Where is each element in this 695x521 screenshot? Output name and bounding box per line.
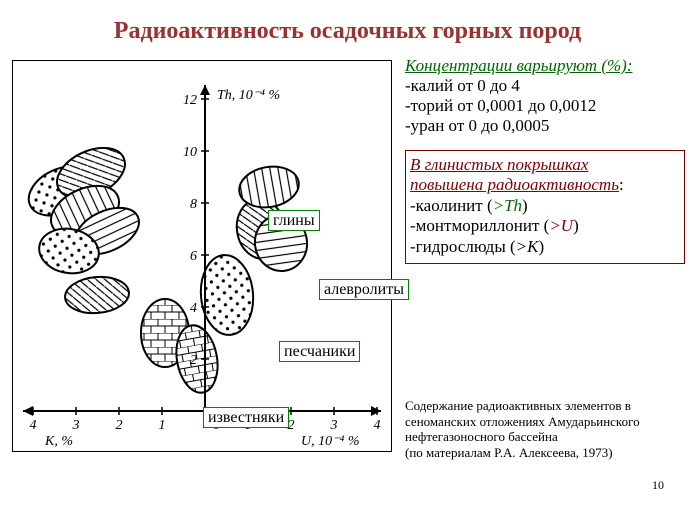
callout-limestone: известняки xyxy=(203,407,289,428)
callout-sandstone: песчаники xyxy=(279,341,360,362)
svg-text:2: 2 xyxy=(190,353,197,368)
radioactivity-line: -монтмориллонит (>U) xyxy=(410,216,680,236)
concentration-block: Концентрации варьируют (%): -калий от 0 … xyxy=(405,56,685,136)
svg-text:8: 8 xyxy=(190,197,197,212)
radioactivity-line: -каолинит (>Th) xyxy=(410,196,680,216)
radioactivity-block: В глинистых покрышках повышена радиоакти… xyxy=(405,150,685,264)
svg-text:3: 3 xyxy=(330,418,338,433)
concentration-header: Концентрации варьируют (%): xyxy=(405,56,685,76)
page-number: 10 xyxy=(652,478,664,493)
svg-text:4: 4 xyxy=(30,418,37,433)
svg-text:1: 1 xyxy=(159,418,166,433)
page-title: Радиоактивность осадочных горных пород xyxy=(0,18,695,45)
svg-text:3: 3 xyxy=(72,418,80,433)
svg-text:2: 2 xyxy=(116,418,123,433)
concentration-row: -калий от 0 до 4 xyxy=(405,76,685,96)
right-column: Концентрации варьируют (%): -калий от 0 … xyxy=(405,56,685,264)
svg-text:6: 6 xyxy=(190,249,197,264)
svg-text:4: 4 xyxy=(374,418,381,433)
svg-text:4: 4 xyxy=(190,301,197,316)
scatter-chart: 43211234024681012Th, 10⁻⁴ %K, %U, 10⁻⁴ %… xyxy=(12,60,392,452)
svg-text:U, 10⁻⁴ %: U, 10⁻⁴ % xyxy=(301,434,360,449)
concentration-row: -уран от 0 до 0,0005 xyxy=(405,116,685,136)
callout-siltstone: алевролиты xyxy=(319,279,409,300)
callout-clay: глины xyxy=(268,210,320,231)
svg-text:12: 12 xyxy=(183,93,197,108)
figure-caption: Содержание радиоактивных элементов в сен… xyxy=(405,398,677,460)
svg-text:K, %: K, % xyxy=(44,434,73,449)
radioactivity-header: В глинистых покрышках повышена радиоакти… xyxy=(410,155,680,196)
svg-text:Th, 10⁻⁴ %: Th, 10⁻⁴ % xyxy=(217,88,280,103)
svg-text:10: 10 xyxy=(183,145,197,160)
concentration-row: -торий от 0,0001 до 0,0012 xyxy=(405,96,685,116)
radioactivity-line: -гидрослюды (>K) xyxy=(410,237,680,257)
